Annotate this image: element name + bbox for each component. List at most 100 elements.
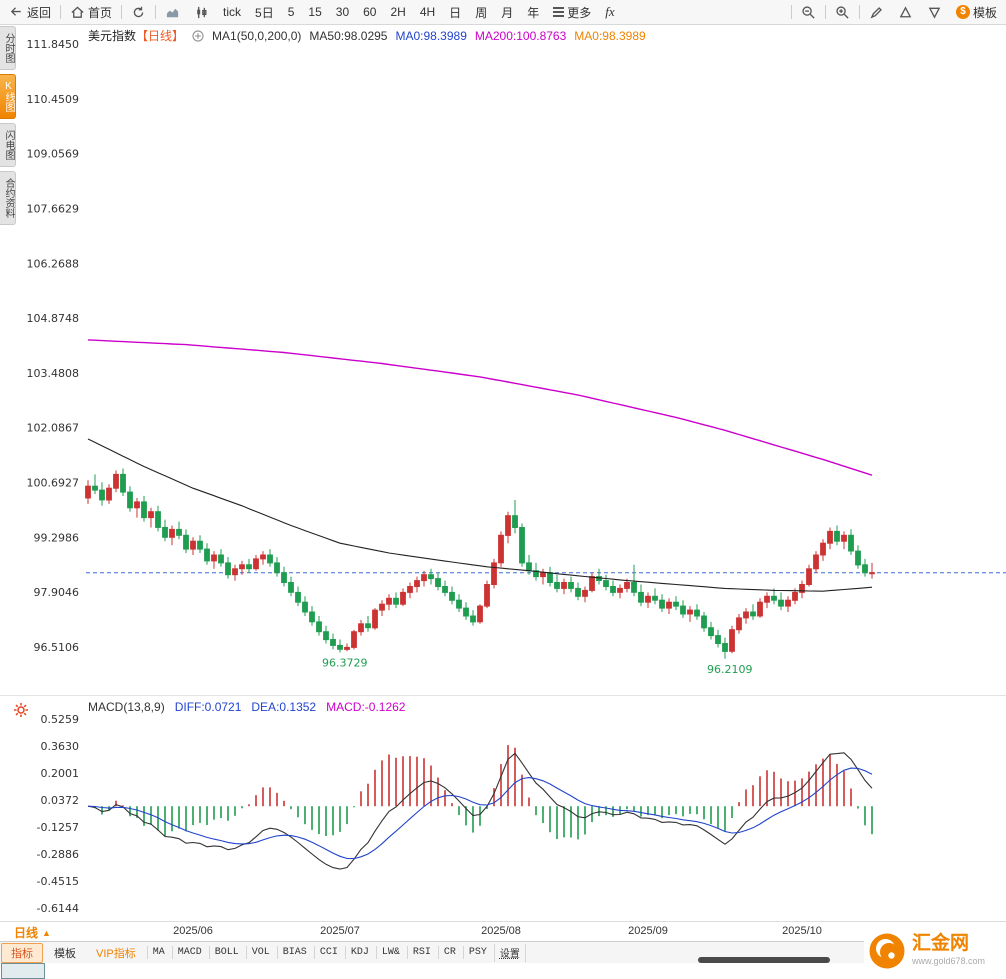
candle bbox=[841, 534, 847, 542]
triangle-down-icon bbox=[928, 7, 941, 19]
toolbar-separator bbox=[858, 5, 860, 19]
candle bbox=[484, 584, 490, 607]
period-daily-button[interactable]: 日 bbox=[442, 0, 468, 24]
tab-minute-chart[interactable]: 分时图 bbox=[0, 26, 16, 70]
svg-text:0.5259: 0.5259 bbox=[41, 713, 80, 726]
top-toolbar: 返回 首页 tick 5日 5 15 30 60 2H 4H 日 周 月 年 更 bbox=[0, 0, 1006, 25]
x-axis-label: 2025/09 bbox=[628, 925, 668, 937]
period-dropdown[interactable]: 日线 ▲ bbox=[14, 924, 51, 941]
formula-button[interactable]: fx bbox=[598, 0, 621, 24]
candle bbox=[848, 534, 854, 552]
corner-widget[interactable] bbox=[1, 963, 45, 979]
zoom-in-button[interactable] bbox=[828, 0, 857, 24]
candle bbox=[575, 587, 581, 597]
period-60m-button[interactable]: 60 bbox=[356, 0, 383, 24]
hamburger-icon bbox=[553, 5, 565, 19]
candle bbox=[176, 528, 182, 536]
candle bbox=[442, 586, 448, 593]
candle bbox=[498, 534, 504, 564]
period-5m-button[interactable]: 5 bbox=[281, 0, 302, 24]
candle-chart-type-button[interactable] bbox=[187, 0, 216, 24]
home-button[interactable]: 首页 bbox=[63, 0, 119, 24]
period-monthly-button[interactable]: 月 bbox=[494, 0, 520, 24]
indicator-boll-button[interactable]: BOLL bbox=[208, 946, 244, 959]
indicator-lwr-button[interactable]: LW& bbox=[375, 946, 405, 959]
draw-pencil-button[interactable] bbox=[862, 0, 891, 24]
indicator-bias-button[interactable]: BIAS bbox=[276, 946, 312, 959]
macd-chart-canvas[interactable]: 0.5259 0.3630 0.2001 0.0372 -0.1257 -0.2886 -0… bbox=[0, 712, 1006, 918]
period-yearly-button[interactable]: 年 bbox=[520, 0, 546, 24]
candle bbox=[99, 489, 105, 501]
svg-text:-0.2886: -0.2886 bbox=[37, 848, 79, 861]
chart-mode-tabs: 分时图 K线图 闪电图 合约资料 bbox=[0, 26, 16, 225]
indicator-cci-button[interactable]: CCI bbox=[313, 946, 343, 959]
period-tick-button[interactable]: tick bbox=[216, 0, 248, 24]
svg-text:107.6629: 107.6629 bbox=[27, 202, 80, 215]
tab-templates[interactable]: 模板 bbox=[54, 947, 76, 960]
tab-contract-info[interactable]: 合约资料 bbox=[0, 171, 16, 225]
period-5day-button[interactable]: 5日 bbox=[248, 0, 281, 24]
svg-text:97.9046: 97.9046 bbox=[34, 586, 80, 599]
candle bbox=[659, 599, 665, 609]
tab-vip-indicators[interactable]: VIP指标 bbox=[96, 947, 136, 960]
toolbar-separator bbox=[155, 5, 157, 19]
toolbar-separator bbox=[790, 5, 792, 19]
candle bbox=[358, 623, 364, 633]
more-button[interactable]: 更多 bbox=[546, 0, 598, 24]
indicator-rsi-button[interactable]: RSI bbox=[406, 946, 436, 959]
indicator-settings-button[interactable]: 设置 bbox=[493, 943, 526, 962]
candle bbox=[799, 584, 805, 593]
indicator-ma-button[interactable]: MA bbox=[146, 946, 170, 959]
tab-indicators[interactable]: 指标 bbox=[1, 942, 43, 963]
toolbar-separator bbox=[60, 5, 62, 19]
zoom-out-button[interactable] bbox=[794, 0, 823, 24]
candle bbox=[645, 595, 651, 603]
template-button[interactable]: $ 模板 bbox=[949, 0, 1004, 24]
candle bbox=[113, 473, 119, 489]
svg-text:103.4808: 103.4808 bbox=[27, 367, 80, 380]
refresh-icon bbox=[133, 6, 144, 17]
draw-triangle-down-button[interactable] bbox=[920, 0, 949, 24]
price-chart-canvas[interactable]: 111.8450 110.4509 109.0569 107.6629 106.2688… bbox=[0, 24, 1006, 692]
candle bbox=[554, 582, 560, 589]
candle bbox=[302, 601, 308, 613]
period-30m-button[interactable]: 30 bbox=[329, 0, 356, 24]
indicator-psy-button[interactable]: PSY bbox=[462, 946, 492, 959]
candle bbox=[617, 587, 623, 593]
candle bbox=[491, 562, 497, 586]
period-weekly-button[interactable]: 周 bbox=[468, 0, 494, 24]
candle bbox=[421, 574, 427, 582]
pencil-icon bbox=[870, 6, 882, 18]
add-overlay-icon[interactable] bbox=[192, 29, 204, 42]
tab-lightning-chart[interactable]: 闪电图 bbox=[0, 123, 16, 167]
period-label: 月 bbox=[501, 5, 514, 20]
indicator-cr-button[interactable]: CR bbox=[437, 946, 461, 959]
macd-settings-label[interactable]: MACD(13,8,9) bbox=[88, 700, 165, 714]
macd-header: MACD(13,8,9) DIFF:0.0721 DEA:0.1352 MACD… bbox=[88, 700, 405, 714]
candle bbox=[561, 582, 567, 589]
indicator-vol-button[interactable]: VOL bbox=[245, 946, 275, 959]
candle bbox=[435, 578, 441, 587]
indicator-kdj-button[interactable]: KDJ bbox=[344, 946, 374, 959]
refresh-button[interactable] bbox=[124, 0, 153, 24]
candle bbox=[197, 540, 203, 550]
indicator-macd-button[interactable]: MACD bbox=[171, 946, 207, 959]
candle bbox=[225, 562, 231, 576]
candle bbox=[260, 554, 266, 560]
tab-kline-chart[interactable]: K线图 bbox=[0, 74, 16, 119]
area-chart-type-button[interactable] bbox=[158, 0, 187, 24]
period-label: 2H bbox=[390, 5, 406, 19]
back-button[interactable]: 返回 bbox=[2, 0, 58, 24]
period-2h-button[interactable]: 2H bbox=[383, 0, 412, 24]
candle bbox=[519, 527, 525, 564]
period-15m-button[interactable]: 15 bbox=[301, 0, 328, 24]
candle bbox=[729, 629, 735, 652]
horizontal-scrollbar-thumb[interactable] bbox=[698, 957, 830, 963]
candle bbox=[701, 615, 707, 629]
ma-settings-label[interactable]: MA1(50,0,200,0) bbox=[212, 28, 302, 43]
period-4h-button[interactable]: 4H bbox=[413, 0, 442, 24]
indicator-settings-icon[interactable] bbox=[13, 702, 29, 718]
draw-triangle-up-button[interactable] bbox=[891, 0, 920, 24]
candle bbox=[183, 534, 189, 550]
ma0-orange-value: MA0:98.3989 bbox=[574, 28, 646, 43]
